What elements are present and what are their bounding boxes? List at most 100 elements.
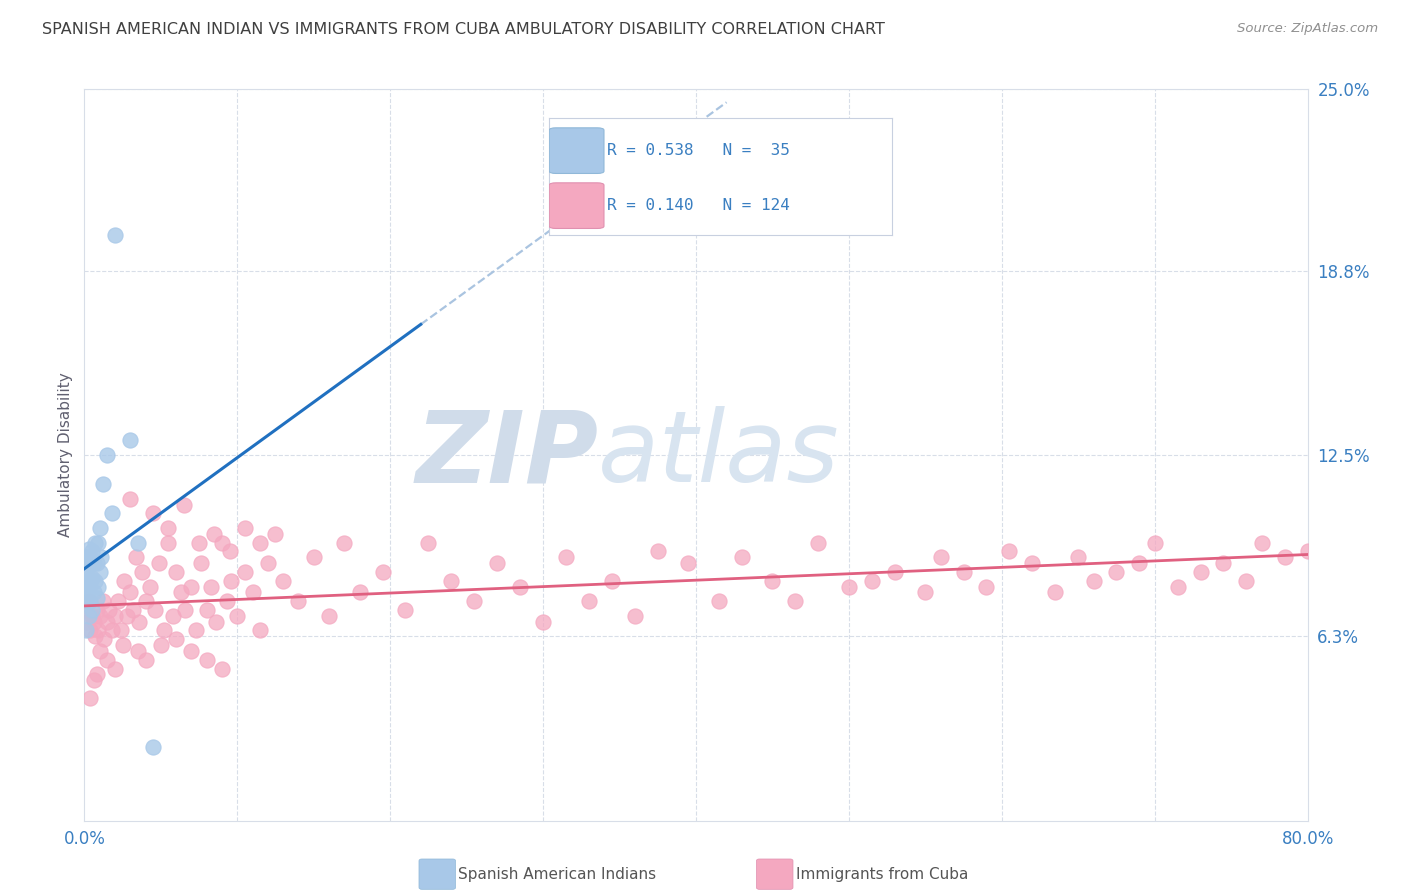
Point: [349, 585, 371, 599]
Point: [96, 653, 118, 667]
Point: [111, 638, 134, 652]
Point: [678, 556, 700, 570]
Point: [170, 585, 193, 599]
Point: [131, 565, 153, 579]
Point: [761, 574, 783, 588]
Point: [218, 544, 240, 558]
Point: [578, 594, 600, 608]
Point: [142, 740, 165, 755]
Point: [205, 615, 228, 629]
Point: [418, 535, 440, 549]
Point: [86, 556, 108, 570]
Point: [371, 565, 394, 579]
Point: [165, 565, 187, 579]
Point: [1274, 550, 1296, 565]
Point: [86, 591, 108, 606]
Point: [83, 585, 105, 599]
Point: [1212, 556, 1234, 570]
Point: [1128, 556, 1150, 570]
Point: [219, 574, 242, 588]
Y-axis label: Ambulatory Disability: Ambulatory Disability: [58, 373, 73, 537]
Point: [1236, 574, 1258, 588]
Point: [952, 565, 974, 579]
Point: [1083, 574, 1105, 588]
Point: [75, 550, 97, 565]
Point: [1250, 535, 1272, 549]
Point: [89, 608, 111, 623]
Text: SPANISH AMERICAN INDIAN VS IMMIGRANTS FROM CUBA AMBULATORY DISABILITY CORRELATIO: SPANISH AMERICAN INDIAN VS IMMIGRANTS FR…: [42, 22, 884, 37]
Point: [75, 565, 97, 579]
Point: [555, 550, 578, 565]
Point: [76, 571, 98, 585]
Point: [87, 535, 110, 549]
Point: [93, 632, 115, 647]
Point: [211, 535, 233, 549]
Point: [1021, 556, 1043, 570]
Point: [104, 661, 127, 675]
Point: [242, 585, 264, 599]
Point: [998, 544, 1021, 558]
Point: [84, 535, 107, 549]
Point: [180, 644, 202, 658]
Point: [86, 667, 108, 681]
Point: [75, 624, 97, 638]
Point: [1045, 585, 1067, 599]
Point: [190, 556, 212, 570]
Point: [157, 521, 180, 535]
Point: [249, 624, 271, 638]
Point: [173, 498, 195, 512]
Point: [135, 594, 157, 608]
Text: Source: ZipAtlas.com: Source: ZipAtlas.com: [1237, 22, 1378, 36]
Point: [394, 603, 416, 617]
Point: [89, 565, 111, 579]
Point: [120, 434, 142, 448]
Point: [80, 544, 103, 558]
Point: [91, 594, 114, 608]
Point: [80, 603, 103, 617]
Point: [440, 574, 463, 588]
Point: [90, 550, 112, 565]
Point: [79, 690, 101, 705]
Point: [153, 624, 176, 638]
Point: [120, 491, 142, 506]
Point: [647, 544, 669, 558]
Point: [77, 580, 100, 594]
Text: Spanish American Indians: Spanish American Indians: [458, 867, 657, 881]
Point: [115, 608, 138, 623]
Point: [211, 661, 233, 675]
Point: [77, 556, 100, 570]
Point: [75, 580, 97, 594]
Point: [929, 550, 952, 565]
Point: [80, 608, 103, 623]
Point: [302, 550, 325, 565]
Point: [97, 603, 120, 617]
Point: [83, 615, 105, 629]
Point: [271, 574, 294, 588]
Point: [79, 550, 101, 565]
Point: [195, 603, 218, 617]
Point: [1067, 550, 1090, 565]
Point: [101, 624, 124, 638]
Point: [731, 550, 754, 565]
Point: [883, 565, 905, 579]
Point: [122, 603, 145, 617]
Point: [807, 535, 830, 549]
Point: [174, 603, 197, 617]
Point: [87, 580, 110, 594]
Point: [1105, 565, 1128, 579]
Point: [1189, 565, 1212, 579]
Point: [1143, 535, 1166, 549]
Point: [77, 608, 100, 623]
Point: [1167, 580, 1189, 594]
Point: [110, 624, 132, 638]
Point: [91, 477, 114, 491]
Point: [83, 556, 105, 570]
Point: [83, 673, 105, 688]
Point: [463, 594, 485, 608]
Point: [104, 228, 127, 243]
Point: [148, 556, 170, 570]
Point: [128, 615, 150, 629]
Point: [104, 608, 127, 623]
Point: [77, 541, 100, 556]
Point: [860, 574, 883, 588]
